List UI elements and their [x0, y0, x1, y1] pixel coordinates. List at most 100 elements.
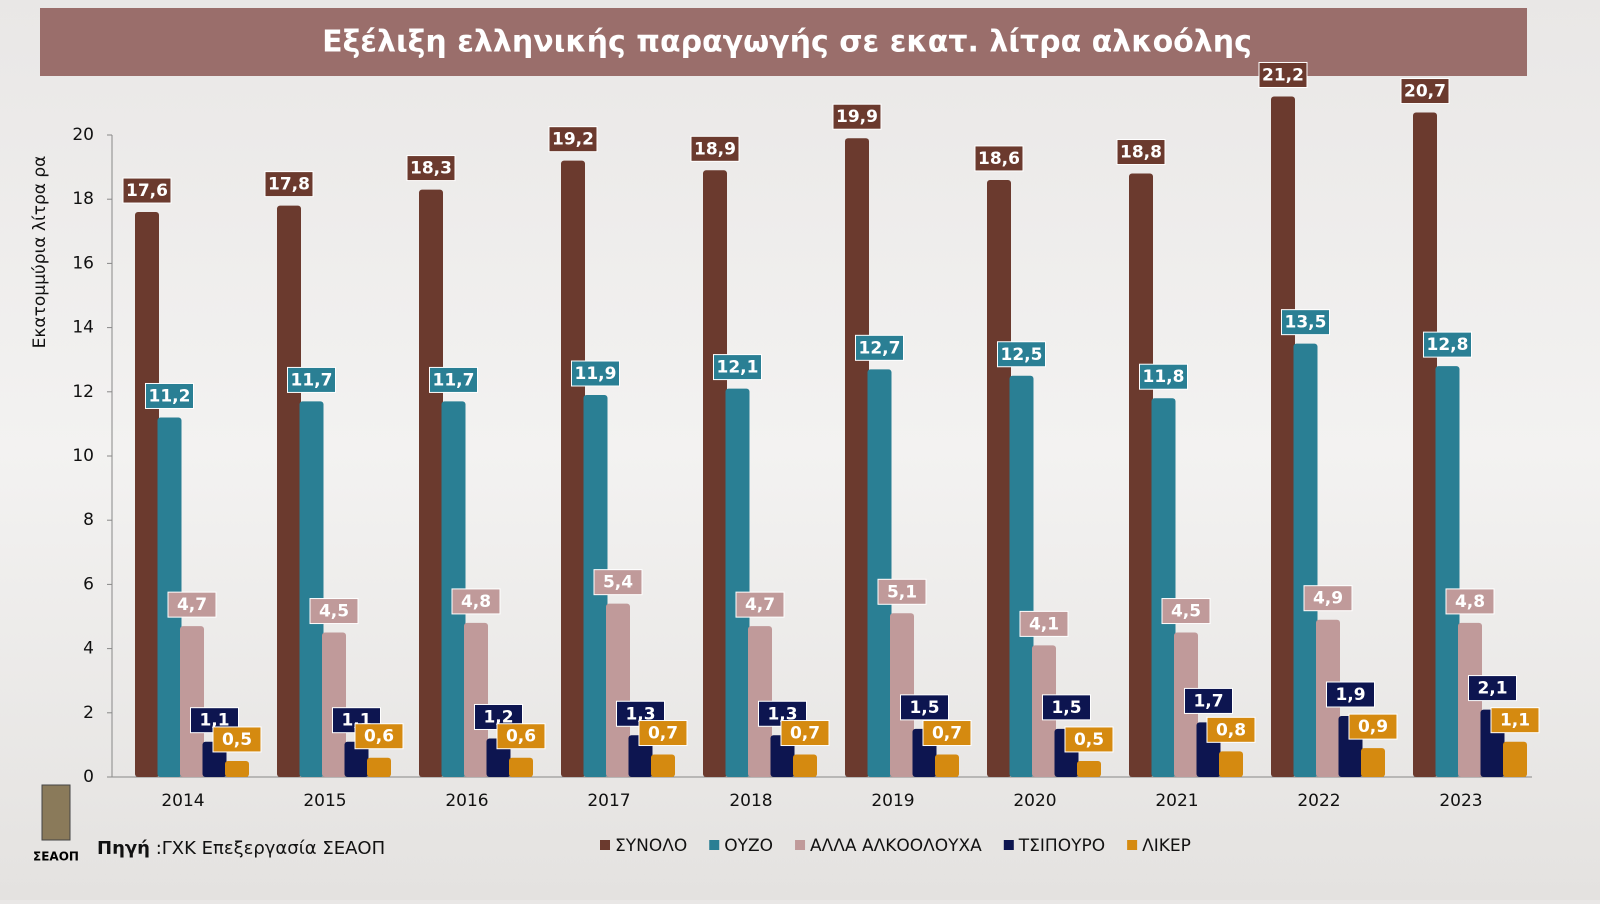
logo-icon — [41, 784, 71, 841]
value-label: 21,2 — [1258, 61, 1308, 88]
value-label-text: 1,2 — [483, 707, 513, 727]
value-label-text: 11,7 — [291, 370, 333, 390]
value-label-box — [832, 103, 882, 130]
value-label-text: 5,4 — [603, 573, 633, 593]
value-label-text: 0,7 — [648, 724, 678, 744]
value-label: 4,7 — [735, 591, 785, 618]
value-label-box — [1019, 610, 1069, 637]
x-tick-label: 2022 — [1297, 791, 1340, 811]
value-label-text: 21,2 — [1262, 65, 1304, 85]
value-label: 4,8 — [1445, 588, 1495, 615]
value-label-text: 0,6 — [506, 727, 536, 747]
legend-swatch — [1003, 840, 1014, 850]
value-label: 12,8 — [1423, 331, 1472, 358]
value-label: 11,8 — [1139, 363, 1188, 390]
value-label: 5,1 — [877, 578, 927, 605]
value-label-box — [997, 341, 1046, 368]
value-label-text: 4,8 — [1455, 592, 1485, 612]
bar — [793, 754, 817, 777]
value-label: 4,1 — [1019, 610, 1069, 637]
value-label-text: 11,9 — [575, 364, 617, 384]
value-label: 0,7 — [780, 720, 830, 747]
bar — [867, 369, 892, 777]
y-tick-label: 18 — [72, 189, 94, 209]
bar — [987, 179, 1011, 777]
value-label-text: 4,7 — [177, 595, 207, 615]
value-label-text: 1,3 — [767, 704, 797, 724]
value-label-box — [287, 366, 336, 393]
value-label: 19,9 — [832, 103, 882, 130]
value-label-box — [1468, 675, 1517, 702]
value-label-box — [451, 588, 501, 615]
value-label-box — [1400, 78, 1450, 105]
value-label: 1,7 — [1184, 687, 1233, 714]
bar — [1413, 112, 1437, 777]
value-label-text: 12,8 — [1427, 335, 1469, 355]
value-label-text: 11,7 — [433, 370, 475, 390]
value-label: 11,7 — [429, 366, 478, 393]
value-label: 4,8 — [451, 588, 501, 615]
y-tick-label: 0 — [83, 767, 94, 787]
value-label-box — [1490, 707, 1540, 734]
value-label-box — [429, 366, 478, 393]
x-tick-label: 2014 — [161, 791, 204, 811]
legend-label: ΣΥΝΟΛΟ — [615, 836, 687, 856]
bar — [1503, 741, 1527, 777]
y-tick-label: 8 — [83, 510, 94, 530]
legend-label: ΤΣΙΠΟΥΡΟ — [1018, 836, 1105, 856]
bar — [322, 632, 346, 777]
value-label-box — [1042, 694, 1091, 721]
value-label: 11,7 — [287, 366, 336, 393]
x-tick-label: 2021 — [1155, 791, 1198, 811]
value-label-box — [406, 155, 456, 182]
value-label-box — [735, 591, 785, 618]
value-label-box — [309, 598, 359, 625]
value-label-text: 1,5 — [1051, 698, 1081, 718]
value-label: 4,5 — [1161, 598, 1211, 625]
y-tick-label: 20 — [72, 125, 94, 145]
value-label: 0,6 — [354, 723, 404, 750]
logo-text: ΣΕΑΟΠ — [33, 850, 79, 864]
value-label-text: 1,5 — [909, 698, 939, 718]
value-label: 12,7 — [855, 334, 904, 361]
value-label-text: 2,1 — [1477, 679, 1507, 699]
y-tick-label: 6 — [83, 574, 94, 594]
bar — [367, 757, 391, 777]
value-label-text: 12,5 — [1001, 345, 1043, 365]
legend-label: ΛΙΚΕΡ — [1142, 836, 1191, 856]
value-label: 0,7 — [638, 720, 688, 747]
value-label-box — [900, 694, 949, 721]
value-label: 20,7 — [1400, 78, 1450, 105]
value-label-box — [780, 720, 830, 747]
value-label-text: 4,5 — [1171, 602, 1201, 622]
value-label: 13,5 — [1281, 309, 1330, 336]
value-label-box — [1258, 61, 1308, 88]
bar — [1435, 366, 1460, 777]
value-label: 1,1 — [1490, 707, 1540, 734]
value-label-text: 11,8 — [1143, 367, 1185, 387]
bar — [1271, 96, 1295, 778]
value-label: 4,7 — [167, 591, 217, 618]
value-label-box — [212, 726, 262, 753]
value-label-text: 18,9 — [694, 139, 736, 159]
bar — [1077, 760, 1101, 777]
value-label: 0,7 — [922, 720, 972, 747]
value-label: 2,1 — [1468, 675, 1517, 702]
bar — [606, 603, 630, 777]
y-axis-label: Εκατομμύρια λίτρα ρα — [30, 156, 50, 349]
value-label-box — [1064, 726, 1114, 753]
value-label: 12,1 — [713, 354, 762, 381]
value-label: 1,5 — [1042, 694, 1091, 721]
value-label-text: 1,9 — [1335, 685, 1365, 705]
value-label-box — [548, 126, 598, 153]
value-label-box — [167, 591, 217, 618]
bar — [1129, 173, 1153, 777]
y-tick-label: 12 — [72, 382, 94, 402]
value-label-text: 17,6 — [126, 181, 168, 201]
bar — [725, 388, 750, 777]
value-label: 11,9 — [571, 360, 620, 387]
y-tick-label: 16 — [72, 253, 94, 273]
value-label-box — [1206, 716, 1256, 743]
bar — [703, 170, 727, 777]
value-label-box — [1184, 687, 1233, 714]
